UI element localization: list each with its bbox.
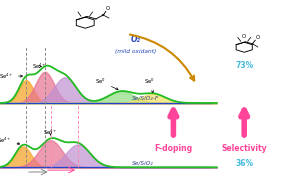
Text: Se$^0$: Se$^0$ <box>95 77 118 90</box>
Text: 36%: 36% <box>235 159 253 168</box>
Text: Se$^{4+}$: Se$^{4+}$ <box>32 62 46 71</box>
Text: F-doping: F-doping <box>154 144 192 153</box>
Text: 73%: 73% <box>235 61 253 70</box>
Text: Se/SiO₂: Se/SiO₂ <box>131 161 153 166</box>
Text: (mild oxidant): (mild oxidant) <box>115 49 156 53</box>
Text: O: O <box>255 35 260 40</box>
Text: Se$^0$: Se$^0$ <box>144 77 155 93</box>
Text: Selectivity: Selectivity <box>221 144 267 153</box>
Text: O: O <box>242 34 246 39</box>
Text: O: O <box>106 6 110 11</box>
Text: O₂: O₂ <box>131 35 141 44</box>
Text: Se/SiO₂-F: Se/SiO₂-F <box>131 96 159 101</box>
Text: Se$^{4+}$: Se$^{4+}$ <box>0 136 20 145</box>
Text: Se$^{4+}$: Se$^{4+}$ <box>43 128 58 137</box>
Text: Se$^{4+}$: Se$^{4+}$ <box>0 71 23 81</box>
